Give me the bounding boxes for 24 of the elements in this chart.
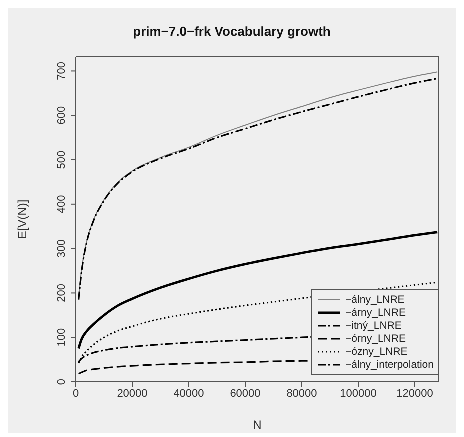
y-tick-label: 300	[56, 240, 68, 258]
legend-label: −álny_interpolation	[346, 358, 434, 370]
chart-title: prim−7.0−frk Vocabulary growth	[132, 24, 332, 39]
x-tick-label: 80000	[286, 388, 318, 400]
y-tick-label: 500	[56, 150, 68, 170]
x-tick-label: 40000	[174, 388, 204, 400]
x-tick-label: 100000	[340, 388, 377, 400]
x-axis-title: N	[253, 418, 262, 432]
y-tick-label: 600	[56, 106, 68, 125]
x-tick-label: 20000	[117, 388, 148, 400]
y-tick-label: 700	[56, 62, 68, 80]
x-tick-label: 120000	[396, 388, 434, 400]
legend-label: −órny_LNRE	[346, 332, 406, 344]
legend-label: −árny_LNRE	[346, 306, 406, 318]
y-tick-label: 100	[56, 328, 68, 347]
y-axis-title: E[V(N)]	[15, 200, 30, 240]
legend-label: −ózny_LNRE	[346, 346, 408, 358]
x-tick-label: 60000	[230, 388, 261, 400]
legend-label: −álny_LNRE	[346, 294, 405, 306]
y-tick-label: 200	[56, 284, 68, 302]
x-tick-label: 0	[72, 388, 80, 400]
legend-label: −itný_LNRE	[346, 320, 402, 332]
y-tick-label: 0	[56, 378, 68, 386]
y-tick-label: 400	[56, 195, 68, 214]
